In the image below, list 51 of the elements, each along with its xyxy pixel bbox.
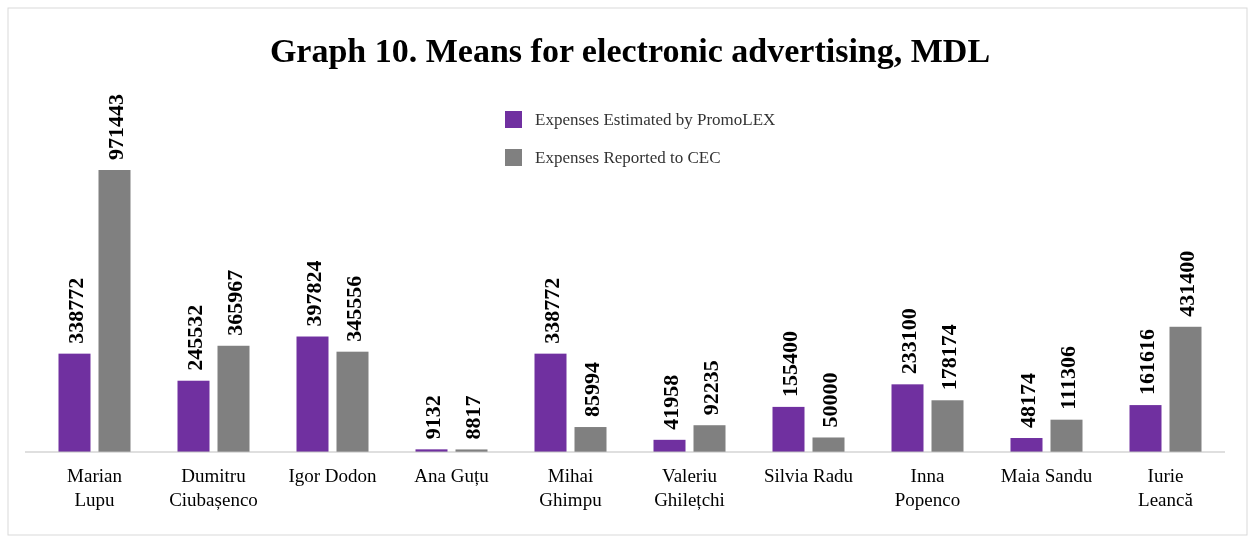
- bar: [1169, 326, 1202, 452]
- data-label: 8817: [459, 395, 485, 440]
- data-label: 41958: [657, 374, 683, 430]
- bar: [693, 425, 726, 452]
- legend-label: Expenses Reported to CEC: [535, 148, 721, 167]
- data-label: 365967: [221, 269, 247, 336]
- data-label: 48174: [1014, 373, 1040, 429]
- x-tick-label: Maia Sandu: [1000, 465, 1093, 486]
- data-label: 9132: [419, 395, 445, 440]
- bar: [1129, 405, 1162, 452]
- bar: [1010, 438, 1043, 452]
- x-tick-label: Iurie Leancă: [1138, 465, 1194, 510]
- bar: [177, 380, 210, 452]
- bar: [217, 345, 250, 452]
- data-label: 397824: [300, 260, 326, 327]
- data-label: 111306: [1054, 346, 1080, 410]
- bar: [534, 353, 567, 452]
- bar: [772, 406, 805, 452]
- bar: [98, 170, 131, 452]
- legend-label: Expenses Estimated by PromoLEX: [535, 110, 776, 129]
- data-label: 345556: [340, 275, 366, 342]
- x-tick-label: Mihai Ghimpu: [539, 465, 603, 510]
- data-label: 178174: [935, 324, 961, 391]
- data-label: 338772: [538, 277, 564, 344]
- x-tick-label: Igor Dodon: [288, 465, 378, 486]
- data-label: 85994: [578, 362, 604, 418]
- x-tick-label: Marian Lupu: [67, 465, 123, 510]
- bar: [296, 336, 329, 452]
- data-label: 161616: [1133, 329, 1159, 396]
- bar: [653, 439, 686, 452]
- data-label: 233100: [895, 308, 921, 375]
- bar: [812, 437, 845, 452]
- data-label: 971443: [102, 94, 128, 160]
- x-tick-label: Silvia Radu: [763, 465, 854, 486]
- data-label: 155400: [776, 330, 802, 397]
- chart-title: Graph 10. Means for electronic advertising, MDL: [269, 32, 991, 69]
- bar: [931, 400, 964, 452]
- bar: [58, 353, 91, 452]
- data-label: 92235: [697, 360, 723, 416]
- x-tick-label: Inna Popenco: [894, 465, 961, 510]
- bar: [336, 351, 369, 452]
- x-tick-label: Dumitru Ciubașenco: [169, 465, 258, 510]
- bar: [891, 384, 924, 452]
- bar: [1050, 419, 1083, 452]
- data-label: 338772: [62, 277, 88, 344]
- x-tick-label: Ana Guțu: [414, 465, 490, 486]
- data-label: 431400: [1173, 250, 1199, 317]
- data-label: 50000: [816, 372, 842, 428]
- x-tick-label: Valeriu Ghilețchi: [654, 465, 725, 510]
- bar: [574, 427, 607, 452]
- data-label: 245532: [181, 304, 207, 371]
